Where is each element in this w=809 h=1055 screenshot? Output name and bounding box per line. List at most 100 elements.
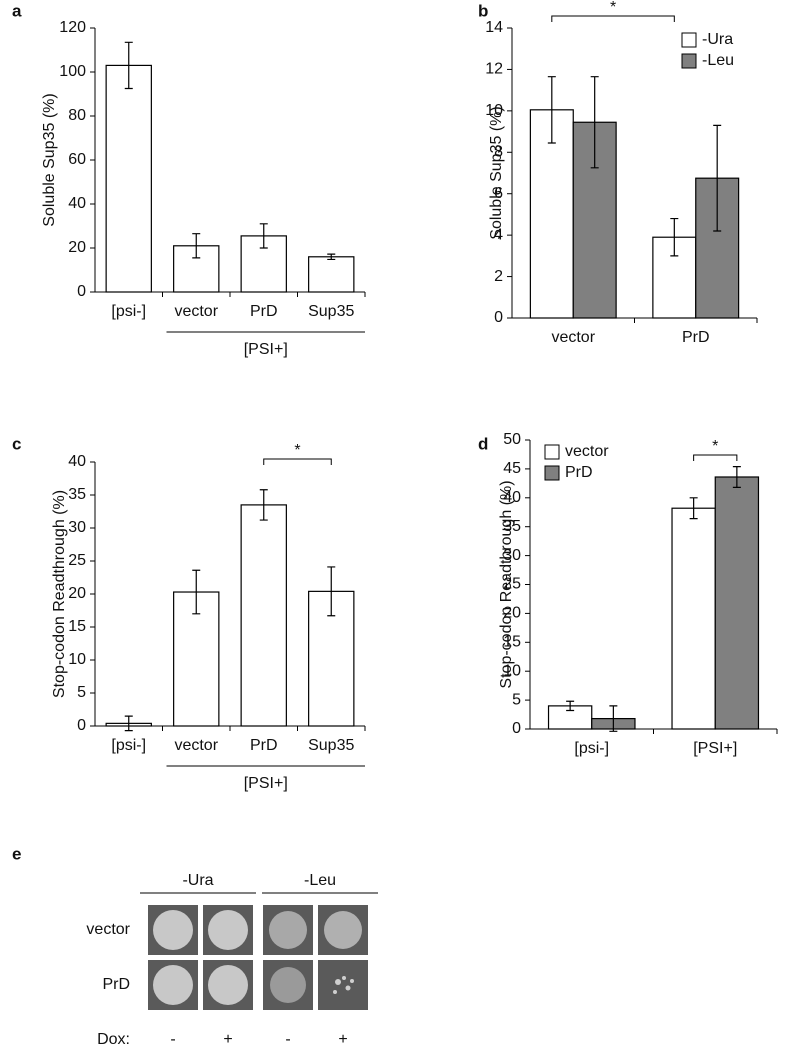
y-tick-label: 35 [68,486,86,503]
y-tick-label: 50 [503,431,521,448]
colony [153,965,193,1005]
y-tick-label: 10 [68,651,86,668]
dox-sign: - [170,1031,175,1048]
significance-bracket [551,15,675,22]
error-bar [670,217,679,257]
y-tick-label: 10 [485,102,503,119]
panel-label: d [478,434,488,453]
y-tick-label: 5 [77,684,86,701]
y-tick-label: 8 [494,144,503,161]
x-tick-label: PrD [250,737,278,754]
legend-label: -Leu [702,52,734,69]
bar [529,109,574,319]
y-axis-label: Soluble Sup35 (%) [41,93,58,226]
error-bar [609,705,618,732]
y-tick-label: 25 [68,552,86,569]
x-tick-label: vector [174,737,218,754]
x-tick-label: vector [551,329,595,346]
legend-swatch [544,444,560,460]
panel-label: c [12,434,21,453]
x-tick-label: PrD [682,329,710,346]
y-tick-label: 45 [503,460,521,477]
y-tick-label: 2 [494,268,503,285]
dox-sign: + [223,1031,232,1048]
error-bar [327,253,336,261]
y-tick-label: 100 [59,63,86,80]
significance-mark: * [610,0,616,16]
bar [240,504,287,727]
y-tick-label: 6 [494,185,503,202]
error-bar [547,76,556,144]
y-tick-label: 30 [503,547,521,564]
panel-e-plates [140,892,378,1010]
x-tick-label: vector [174,303,218,320]
y-tick-label: 12 [485,61,503,78]
y-axis-label: Stop-codon Readthrough (%) [51,490,68,698]
x-tick-label: Sup35 [308,737,354,754]
group-label: [PSI+] [244,341,288,358]
y-tick-label: 60 [68,151,86,168]
x-tick-label: [PSI+] [693,740,737,757]
bar [308,256,355,293]
x-tick-label: [psi-] [111,737,146,754]
y-tick-label: 25 [503,576,521,593]
error-bar [689,497,698,520]
column-label: -Leu [304,872,336,889]
y-tick-label: 40 [68,195,86,212]
plate-spot [318,960,368,1010]
y-tick-label: 0 [77,717,86,734]
significance-mark: * [712,438,718,455]
error-bar [327,566,336,617]
error-bar [259,489,268,521]
error-bar [259,223,268,249]
y-tick-label: 35 [503,518,521,535]
error-bar [713,124,722,232]
bar [714,476,760,730]
x-tick-label: Sup35 [308,303,354,320]
y-tick-label: 4 [494,226,503,243]
panel-label: a [12,1,22,20]
panel-label: e [12,844,21,863]
y-tick-label: 80 [68,107,86,124]
significance-bracket [693,454,738,461]
error-bar [732,465,741,488]
y-tick-label: 15 [68,618,86,635]
colony [345,985,351,991]
y-tick-label: 20 [503,605,521,622]
error-bar [566,700,575,712]
legend-swatch [544,465,560,481]
colony [270,967,306,1003]
error-bar [124,715,133,732]
colony [153,910,193,950]
row-label: PrD [102,976,130,993]
y-axis-label: Stop-codon Readthrough (%) [498,480,515,688]
colony [350,979,354,983]
y-tick-label: 15 [503,634,521,651]
dox-sign: - [285,1031,290,1048]
bar [671,507,716,730]
y-tick-label: 20 [68,239,86,256]
significance-bracket [263,458,332,465]
x-tick-label: [psi-] [574,740,609,757]
legend-swatch [681,53,697,69]
row-label: vector [86,921,130,938]
legend-swatch [681,32,697,48]
y-tick-label: 40 [68,453,86,470]
y-tick-label: 0 [77,283,86,300]
colony [333,990,337,994]
error-bar [192,233,201,259]
y-tick-label: 5 [512,691,521,708]
colony [335,979,341,985]
y-tick-label: 120 [59,19,86,36]
x-tick-label: PrD [250,303,278,320]
legend-label: -Ura [702,31,733,48]
y-tick-label: 0 [494,309,503,326]
y-tick-label: 10 [503,662,521,679]
bar [572,121,617,319]
colony [208,965,248,1005]
colony [342,976,346,980]
legend-label: PrD [565,464,593,481]
y-tick-label: 20 [68,585,86,602]
dox-label: Dox: [97,1031,130,1048]
colony [269,911,307,949]
